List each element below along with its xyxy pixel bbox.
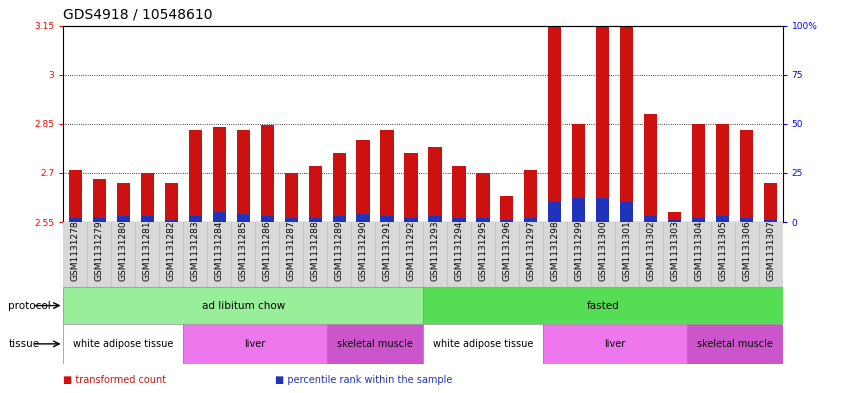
Bar: [189, 216, 202, 222]
Text: fasted: fasted: [586, 301, 619, 310]
Bar: [620, 202, 634, 222]
Bar: [261, 125, 274, 222]
Bar: [644, 114, 657, 222]
Bar: [692, 218, 706, 222]
Bar: [356, 140, 370, 222]
Bar: [261, 216, 274, 222]
Bar: [93, 180, 106, 222]
Bar: [500, 220, 514, 222]
Bar: [548, 202, 562, 222]
Bar: [687, 324, 783, 364]
Bar: [476, 173, 490, 222]
Bar: [140, 173, 154, 222]
Bar: [184, 324, 327, 364]
Bar: [716, 216, 729, 222]
Text: skeletal muscle: skeletal muscle: [696, 339, 772, 349]
Text: skeletal muscle: skeletal muscle: [337, 339, 413, 349]
Bar: [327, 324, 423, 364]
Bar: [404, 153, 418, 222]
Text: white adipose tissue: white adipose tissue: [433, 339, 533, 349]
Bar: [332, 216, 346, 222]
Bar: [620, 0, 634, 222]
Bar: [543, 324, 687, 364]
Bar: [212, 212, 226, 222]
Text: liver: liver: [244, 339, 266, 349]
Bar: [356, 214, 370, 222]
Bar: [548, 3, 562, 222]
Text: protocol: protocol: [8, 301, 52, 310]
Bar: [423, 287, 783, 324]
Bar: [381, 130, 393, 222]
Text: ■ transformed count: ■ transformed count: [63, 375, 167, 385]
Bar: [764, 183, 777, 222]
Bar: [500, 196, 514, 222]
Bar: [668, 220, 681, 222]
Bar: [525, 218, 537, 222]
Text: tissue: tissue: [8, 339, 40, 349]
Bar: [428, 147, 442, 222]
Bar: [740, 218, 753, 222]
Bar: [140, 216, 154, 222]
Bar: [525, 170, 537, 222]
Bar: [212, 127, 226, 222]
Text: white adipose tissue: white adipose tissue: [74, 339, 173, 349]
Bar: [189, 130, 202, 222]
Bar: [740, 130, 753, 222]
Text: ■ percentile rank within the sample: ■ percentile rank within the sample: [275, 375, 453, 385]
Bar: [63, 324, 184, 364]
Bar: [69, 218, 82, 222]
Bar: [284, 173, 298, 222]
Bar: [284, 218, 298, 222]
Bar: [332, 153, 346, 222]
Bar: [117, 216, 130, 222]
Bar: [309, 218, 321, 222]
Bar: [572, 124, 585, 222]
Bar: [764, 220, 777, 222]
Bar: [453, 166, 465, 222]
Bar: [69, 170, 82, 222]
Bar: [644, 216, 657, 222]
Bar: [93, 218, 106, 222]
Text: liver: liver: [604, 339, 625, 349]
Bar: [381, 216, 393, 222]
Bar: [453, 218, 465, 222]
Bar: [692, 124, 706, 222]
Bar: [596, 0, 609, 222]
Bar: [596, 198, 609, 222]
Bar: [716, 124, 729, 222]
Bar: [428, 216, 442, 222]
Bar: [165, 220, 178, 222]
Text: ad libitum chow: ad libitum chow: [201, 301, 285, 310]
Bar: [63, 287, 423, 324]
Bar: [476, 218, 490, 222]
Bar: [237, 214, 250, 222]
Bar: [309, 166, 321, 222]
Bar: [572, 198, 585, 222]
Bar: [423, 324, 543, 364]
Bar: [165, 183, 178, 222]
Bar: [237, 130, 250, 222]
Bar: [117, 183, 130, 222]
Bar: [668, 212, 681, 222]
Text: GDS4918 / 10548610: GDS4918 / 10548610: [63, 7, 213, 22]
Bar: [404, 218, 418, 222]
